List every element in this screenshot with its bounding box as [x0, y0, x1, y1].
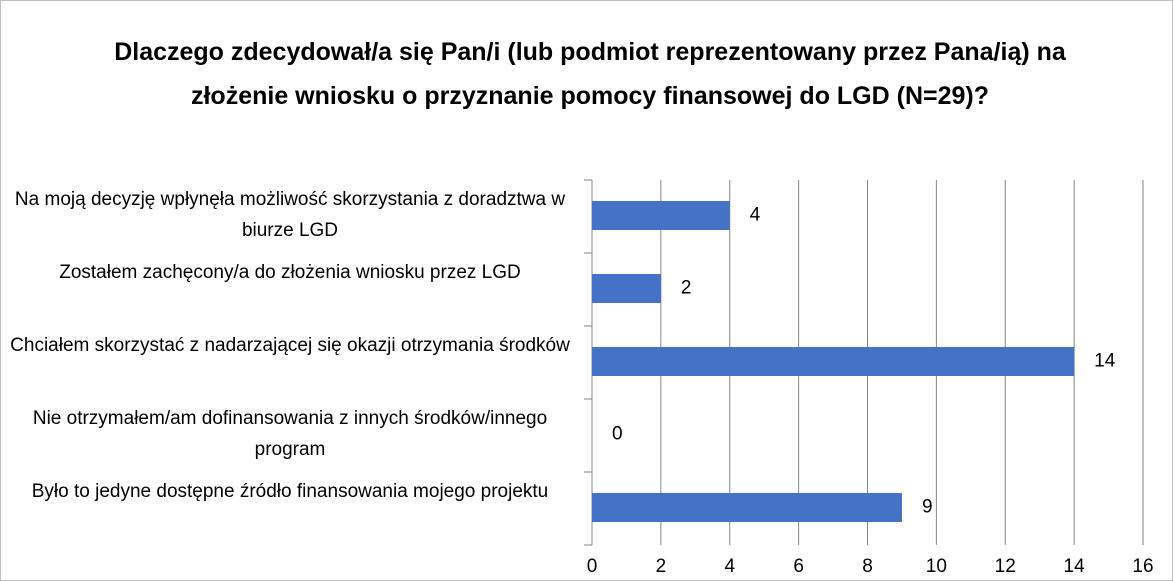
data-label: 0 [612, 424, 623, 445]
data-label: 9 [922, 497, 933, 518]
x-tick-label: 4 [724, 556, 735, 577]
x-tick-label: 8 [862, 556, 873, 577]
y-tick-label: Na moją decyzję wpłynęła możliwość skorz… [14, 188, 566, 241]
bar [592, 493, 902, 522]
data-label: 14 [1094, 351, 1116, 372]
data-label: 2 [681, 278, 692, 299]
x-tick-label: 12 [995, 556, 1016, 577]
x-tick-label: 0 [587, 556, 598, 577]
x-tick-label: 16 [1132, 556, 1153, 577]
bar [592, 274, 661, 303]
chart-title: Dlaczego zdecydował/a się Pan/i (lub pod… [114, 38, 1066, 110]
x-tick-label: 14 [1064, 556, 1086, 577]
y-tick-label: Zostałem zachęcony/a do złożenia wniosku… [59, 261, 521, 283]
bar [592, 347, 1075, 376]
y-tick-label: Chciałem skorzystać z nadarzającej się o… [10, 334, 570, 356]
x-tick-label: 2 [656, 556, 667, 577]
y-tick-label: Nie otrzymałem/am dofinansowania z innyc… [32, 407, 548, 460]
data-label: 4 [750, 205, 761, 226]
bar [592, 201, 730, 230]
x-tick-label: 10 [926, 556, 947, 577]
y-tick-label: Było to jedyne dostępne źródło finansowa… [31, 480, 549, 502]
x-tick-label: 6 [793, 556, 804, 577]
